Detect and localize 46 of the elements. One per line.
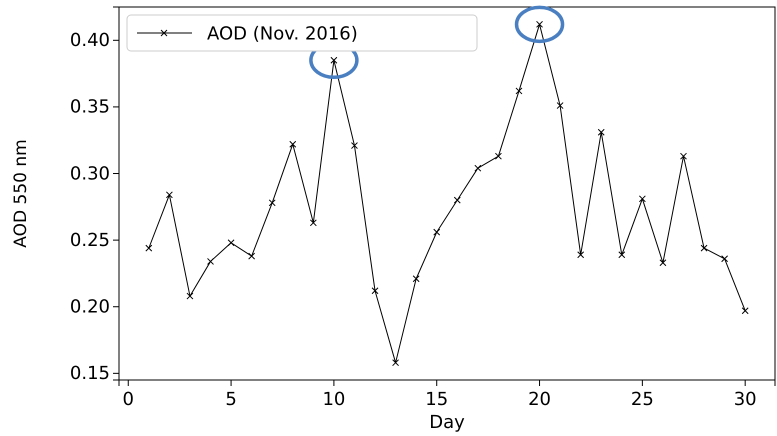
y-tick-label: 0.30 <box>70 163 110 184</box>
point <box>454 196 461 204</box>
y-tick-label: 0.15 <box>70 363 110 384</box>
point <box>680 152 687 160</box>
point <box>638 195 646 202</box>
point <box>474 164 482 172</box>
point <box>598 128 605 136</box>
x-axis-title: Day <box>429 412 466 433</box>
y-tick-label: 0.20 <box>70 296 110 318</box>
y-axis-title: AOD 550 nm <box>11 139 31 248</box>
point <box>536 20 544 28</box>
point <box>166 191 173 198</box>
point <box>515 87 522 94</box>
point <box>310 219 317 226</box>
x-tick-label: 5 <box>225 389 237 410</box>
point <box>556 102 564 110</box>
point <box>330 56 338 64</box>
point <box>207 258 214 265</box>
point <box>412 275 420 282</box>
point <box>372 287 379 294</box>
y-tick-label: 0.40 <box>70 30 110 52</box>
point <box>700 244 708 252</box>
point <box>392 359 400 366</box>
y-tick-label: 0.35 <box>70 96 110 118</box>
point <box>350 142 358 150</box>
point <box>228 239 235 246</box>
point <box>145 244 152 252</box>
x-tick-label: 20 <box>528 389 551 410</box>
point <box>659 259 666 266</box>
x-tick-label: 0 <box>122 389 134 410</box>
x-tick-label: 25 <box>630 389 654 410</box>
point <box>186 292 194 300</box>
x-tick-label: 30 <box>734 389 757 410</box>
point <box>618 251 626 258</box>
point <box>433 228 440 236</box>
legend-label: AOD (Nov. 2016) <box>207 23 358 44</box>
point <box>494 152 502 160</box>
point <box>742 307 749 314</box>
point <box>721 255 728 262</box>
point <box>268 199 276 206</box>
point <box>577 251 584 258</box>
point <box>289 140 296 148</box>
point <box>248 252 256 260</box>
x-tick-label: 10 <box>322 389 346 410</box>
y-tick-label: 0.25 <box>70 230 110 251</box>
x-tick-label: 15 <box>425 389 448 410</box>
